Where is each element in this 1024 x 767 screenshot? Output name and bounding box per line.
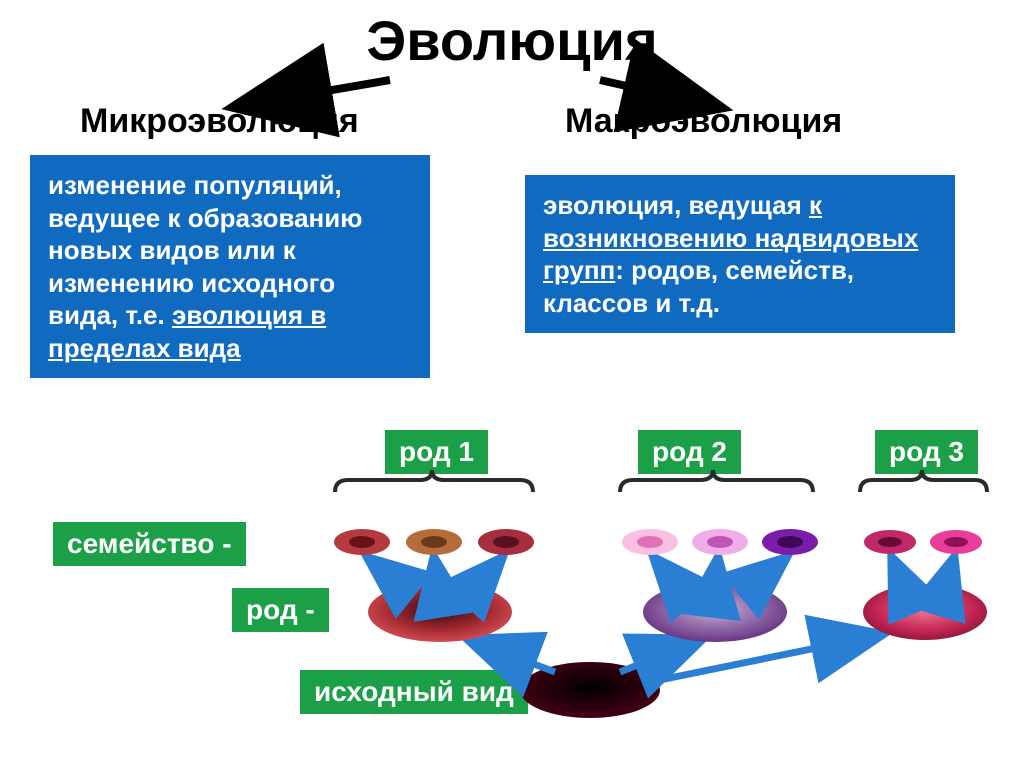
left-box-text: изменение популяций, ведущее к образован…: [48, 170, 362, 363]
right-box-text: эволюция, ведущая к возникновению надвид…: [543, 190, 918, 318]
label-genus: род -: [232, 588, 329, 632]
label-source: исходный вид: [300, 670, 528, 714]
right-box: эволюция, ведущая к возникновению надвид…: [525, 175, 955, 333]
label-family: семейство -: [53, 522, 246, 566]
left-box: изменение популяций, ведущее к образован…: [30, 155, 430, 378]
left-heading: Микроэволюция: [80, 102, 359, 141]
right-heading: Макроэволюция: [565, 102, 842, 141]
label-rod1: род 1: [385, 430, 488, 474]
label-rod2: род 2: [638, 430, 741, 474]
page-title: Эволюция: [366, 8, 657, 73]
label-rod3: род 3: [875, 430, 978, 474]
